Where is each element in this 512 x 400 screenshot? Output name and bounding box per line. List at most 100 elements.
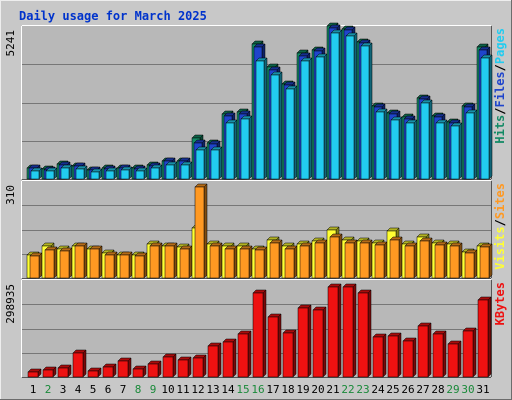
- panel-1-max-label: 5241: [4, 30, 17, 57]
- bar-kbytes-day-3: [57, 364, 72, 378]
- panel-1-legend: Hits/Files/Pages: [493, 28, 507, 144]
- day-label-5: 5: [90, 383, 97, 396]
- bar-kbytes-day-16: [252, 289, 267, 378]
- bar-kbytes-day-19: [297, 304, 312, 378]
- legend-hits: Hits: [493, 115, 507, 144]
- bar-pages-day-28: [435, 119, 448, 180]
- panel-2-max-label: 310: [4, 185, 17, 205]
- bar-sites-day-4: [74, 242, 88, 279]
- chart-title: Daily usage for March 2025: [19, 9, 207, 23]
- legend-sites: Sites: [493, 183, 507, 219]
- bar-pages-day-18: [285, 85, 298, 180]
- bar-sites-day-9: [149, 242, 163, 279]
- bar-kbytes-day-8: [132, 365, 147, 378]
- bar-pages-day-6: [105, 167, 118, 180]
- bar-pages-day-14: [225, 119, 238, 180]
- bar-pages-day-21: [330, 29, 343, 180]
- bar-sites-day-30: [464, 249, 478, 279]
- bar-kbytes-day-25: [387, 332, 402, 378]
- bar-pages-day-20: [315, 53, 328, 180]
- bar-sites-day-10: [164, 242, 178, 279]
- panel-3-max-label: 298935: [4, 284, 17, 324]
- legend-separator: /: [493, 219, 507, 226]
- bar-sites-day-31: [479, 243, 493, 279]
- legend-separator: /: [493, 64, 507, 71]
- bar-pages-day-8: [135, 167, 148, 180]
- day-label-23: 23: [356, 383, 369, 396]
- bar-kbytes-day-27: [417, 322, 432, 378]
- bar-sites-day-3: [59, 247, 73, 279]
- day-label-16: 16: [251, 383, 264, 396]
- bar-kbytes-day-5: [87, 367, 102, 378]
- bar-kbytes-day-11: [177, 356, 192, 378]
- panel-1: 5241 Hits/Files/Pages: [4, 22, 507, 180]
- bar-pages-day-27: [420, 99, 433, 180]
- bar-sites-day-2: [44, 246, 58, 279]
- bar-sites-day-12: [194, 183, 208, 279]
- bar-pages-day-11: [180, 161, 193, 180]
- bar-kbytes-day-1: [27, 368, 42, 378]
- bar-kbytes-day-18: [282, 329, 297, 378]
- bar-sites-day-22: [344, 239, 358, 279]
- bar-kbytes-day-31: [477, 296, 492, 378]
- day-label-9: 9: [150, 383, 157, 396]
- day-label-2: 2: [45, 383, 52, 396]
- day-label-10: 10: [161, 383, 174, 396]
- bar-kbytes-day-20: [312, 306, 327, 378]
- bar-pages-day-25: [390, 116, 403, 180]
- bar-pages-day-23: [360, 42, 373, 180]
- legend-separator: /: [493, 107, 507, 114]
- bar-pages-day-4: [75, 165, 88, 180]
- bar-sites-day-6: [104, 251, 118, 279]
- panel-2-legend: Visits/Sites: [493, 183, 507, 270]
- bar-kbytes-day-4: [72, 349, 87, 378]
- bar-sites-day-28: [434, 241, 448, 279]
- bar-pages-day-13: [210, 146, 223, 180]
- bar-sites-day-23: [359, 239, 373, 279]
- bar-kbytes-day-21: [327, 283, 342, 378]
- bar-pages-day-3: [60, 164, 73, 180]
- panel-3: 298935 KBytes: [4, 279, 507, 378]
- day-label-11: 11: [176, 383, 189, 396]
- bar-sites-day-29: [449, 242, 463, 279]
- day-label-4: 4: [75, 383, 82, 396]
- panel-2: 310 Visits/Sites: [4, 180, 507, 279]
- day-label-14: 14: [221, 383, 235, 396]
- bar-kbytes-day-14: [222, 338, 237, 378]
- bar-kbytes-day-13: [207, 342, 222, 378]
- bar-pages-day-2: [45, 167, 58, 180]
- bar-kbytes-day-12: [192, 354, 207, 378]
- bar-kbytes-day-22: [342, 283, 357, 378]
- day-label-7: 7: [120, 383, 127, 396]
- bar-pages-day-9: [150, 164, 163, 180]
- day-label-13: 13: [206, 383, 219, 396]
- bar-sites-day-15: [239, 245, 253, 279]
- bar-sites-day-14: [224, 245, 238, 279]
- bar-sites-day-8: [134, 252, 148, 279]
- bar-pages-day-5: [90, 168, 103, 180]
- bar-kbytes-day-7: [117, 357, 132, 378]
- bar-sites-day-18: [284, 245, 298, 279]
- day-label-18: 18: [281, 383, 294, 396]
- bar-sites-day-7: [119, 251, 133, 279]
- day-label-28: 28: [431, 383, 444, 396]
- panel-3-legend: KBytes: [493, 282, 507, 325]
- bar-sites-day-5: [89, 245, 103, 279]
- bar-kbytes-day-10: [162, 353, 177, 378]
- day-label-31: 31: [476, 383, 489, 396]
- day-label-29: 29: [446, 383, 459, 396]
- day-label-27: 27: [416, 383, 429, 396]
- day-label-1: 1: [30, 383, 37, 396]
- bar-sites-day-24: [374, 241, 388, 279]
- bar-sites-day-27: [419, 237, 433, 279]
- day-label-8: 8: [135, 383, 142, 396]
- bar-sites-day-11: [179, 245, 193, 279]
- day-label-12: 12: [191, 383, 204, 396]
- bar-sites-day-16: [254, 246, 268, 279]
- day-label-6: 6: [105, 383, 112, 396]
- bar-kbytes-day-24: [372, 333, 387, 378]
- bar-sites-day-1: [29, 252, 43, 279]
- bar-pages-day-30: [465, 109, 478, 180]
- legend-files: Files: [493, 71, 507, 107]
